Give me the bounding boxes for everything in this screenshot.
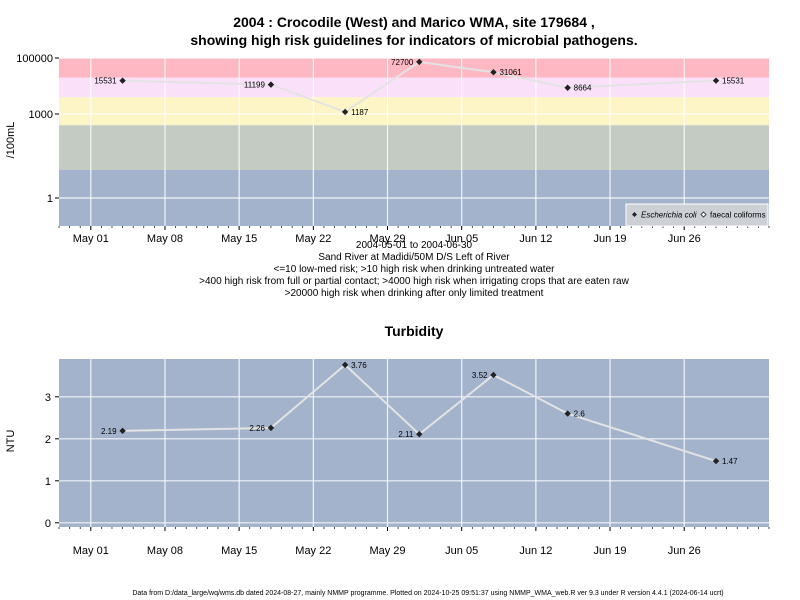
ecoli-x-tick-label-may-01: May 01: [73, 233, 109, 245]
turbidity-x-tick-label-may-15: May 15: [221, 545, 257, 557]
ecoli-chart-title-line-2: showing high risk guidelines for indicat…: [190, 32, 637, 48]
turbidity-x-tick-label-jun-05: Jun 05: [445, 545, 478, 557]
ecoli-data-label: 11199: [244, 81, 266, 90]
turbidity-x-tick-label-may-22: May 22: [295, 545, 331, 557]
turbidity-data-label: 2.26: [249, 424, 265, 433]
ecoli-data-label: 31061: [499, 68, 522, 77]
ecoli-gridlines: [59, 57, 769, 226]
footer-note: Data from D:/data_large/wq/wms.db dated …: [132, 590, 723, 597]
ecoli-caption: 2004-05-01 to 2004-06-30 Sand River at M…: [199, 240, 629, 299]
ecoli-y-tick-label: 100000: [16, 53, 53, 65]
turbidity-data-label: 2.6: [574, 410, 586, 419]
turbidity-data-labels: 2.19 2.26 3.76 2.11 3.52 2.6 1.47: [101, 361, 738, 466]
ecoli-point: [267, 81, 275, 88]
risk-band-2: [59, 97, 769, 126]
turbidity-point: [341, 361, 349, 369]
ecoli-x-tick-label-jun-05: Jun 05: [445, 233, 478, 245]
caption-risk-treatment: >20000 high risk when drinking after onl…: [285, 288, 544, 299]
ecoli-data-label: 8664: [574, 84, 592, 93]
turbidity-point: [267, 424, 275, 432]
legend-box: [625, 203, 769, 227]
turbidity-data-label: 3.52: [472, 371, 488, 380]
ecoli-series-points: [119, 58, 720, 116]
turbidity-chart-title: Turbidity: [385, 323, 444, 339]
ecoli-data-label: 1187: [351, 108, 369, 117]
ecoli-point: [712, 77, 720, 84]
turbidity-y-axis: 0 1 2 3: [45, 392, 59, 530]
ecoli-data-labels: 15531 11199 1187 72700 31061 8664 15531: [94, 58, 744, 117]
ecoli-x-tick-label-may-29: May 29: [369, 233, 405, 245]
turbidity-data-label: 1.47: [722, 457, 738, 466]
ecoli-data-label: 15531: [94, 77, 117, 86]
ecoli-y-tick-label: 1000: [29, 109, 53, 121]
ecoli-point: [564, 84, 571, 91]
ecoli-legend: Escherichia coli faecal coliforms: [625, 203, 769, 227]
turbidity-x-tick-label-may-08: May 08: [147, 545, 183, 557]
turbidity-point: [712, 457, 720, 465]
ecoli-chart-title-line-1: 2004 : Crocodile (West) and Marico WMA, …: [233, 14, 595, 30]
ecoli-x-tick-label-may-08: May 08: [147, 233, 183, 245]
turbidity-point: [119, 427, 126, 435]
turbidity-y-tick-label: 0: [45, 518, 51, 530]
turbidity-chart: Turbidity 2.19 2.26 3.76 2.11 3.52 2.6 1.47 0 1…: [5, 323, 770, 557]
ecoli-y-axis-label: /100mL: [5, 122, 17, 159]
turbidity-x-tick-label-jun-12: Jun 12: [519, 545, 552, 557]
ecoli-x-tick-label-may-15: May 15: [221, 233, 257, 245]
turbidity-point: [564, 410, 571, 417]
ecoli-data-label: 15531: [722, 77, 745, 86]
turbidity-y-tick-label: 2: [45, 434, 51, 446]
turbidity-plot-background: [59, 359, 769, 527]
risk-band-3: [59, 77, 769, 98]
legend-entry-escherichia-coli: Escherichia coli: [641, 211, 697, 220]
turbidity-point: [416, 430, 423, 438]
legend-entry-faecal-coliforms: faecal coliforms: [710, 211, 766, 220]
turbidity-y-axis-label: NTU: [5, 430, 17, 453]
caption-site: Sand River at Madidi/50M D/S Left of Riv…: [318, 252, 510, 263]
caption-risk-contact: >400 high risk from full or partial cont…: [199, 276, 629, 287]
caption-risk-low: <=10 low-med risk; >10 high risk when dr…: [274, 264, 556, 275]
turbidity-point: [490, 371, 497, 379]
ecoli-y-tick-label: 1: [47, 193, 53, 205]
risk-band-4: [59, 58, 769, 78]
ecoli-x-tick-label-jun-26: Jun 26: [668, 233, 701, 245]
ecoli-x-tick-label-jun-19: Jun 19: [594, 233, 627, 245]
ecoli-point: [490, 69, 497, 76]
ecoli-y-axis: 1 1000 100000: [16, 53, 59, 205]
risk-band-1: [59, 125, 769, 170]
turbidity-x-tick-label-may-01: May 01: [73, 545, 109, 557]
ecoli-chart: 2004 : Crocodile (West) and Marico WMA, …: [5, 14, 770, 299]
turbidity-data-label: 2.11: [398, 430, 414, 439]
ecoli-x-tick-label-jun-12: Jun 12: [519, 233, 552, 245]
legend-filled-diamond-icon: [632, 212, 637, 217]
ecoli-data-label: 72700: [391, 58, 414, 67]
turbidity-y-tick-label: 3: [45, 392, 51, 404]
turbidity-y-tick-label: 1: [45, 476, 51, 488]
turbidity-x-axis: May 01 May 08 May 15 May 22 May 29 Jun 05 Jun …: [58, 527, 770, 557]
turbidity-x-tick-label-jun-19: Jun 19: [594, 545, 627, 557]
ecoli-point: [119, 77, 126, 84]
ecoli-point: [341, 108, 349, 116]
caption-date-range: 2004-05-01 to 2004-06-30: [356, 240, 473, 251]
turbidity-data-label: 2.19: [101, 427, 117, 436]
turbidity-gridlines: [59, 359, 769, 527]
ecoli-point: [416, 58, 423, 66]
ecoli-x-tick-label-may-22: May 22: [295, 233, 331, 245]
turbidity-data-label: 3.76: [351, 361, 367, 370]
turbidity-x-tick-label-jun-26: Jun 26: [668, 545, 701, 557]
legend-open-diamond-icon: [700, 211, 707, 218]
turbidity-x-tick-label-may-29: May 29: [369, 545, 405, 557]
ecoli-x-axis: May 01 May 08 May 15 May 22 May 29 Jun 05 Jun …: [58, 226, 770, 245]
turbidity-series-points: [119, 361, 720, 465]
risk-bands: [59, 58, 769, 226]
